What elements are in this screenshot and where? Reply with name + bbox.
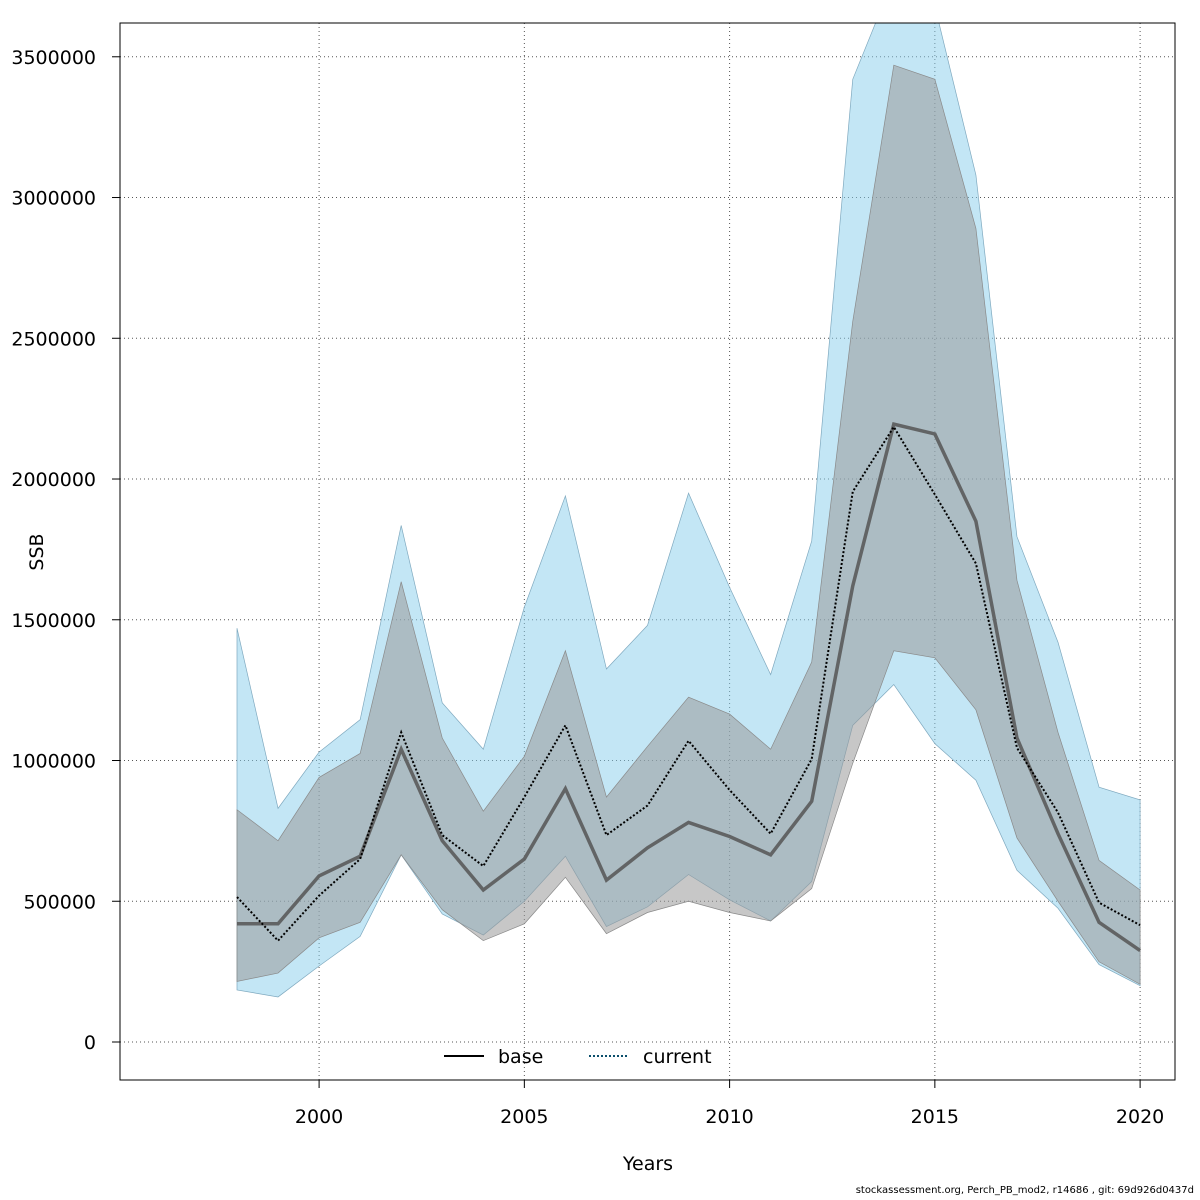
- y-tick-label-500000: 500000: [23, 891, 96, 913]
- y-tick-label-3000000: 3000000: [11, 188, 96, 210]
- line-current: [236, 425, 1141, 943]
- band-base: [236, 64, 1141, 985]
- x-axis: 2000 2005 2010 2015 2020: [295, 1080, 1164, 1128]
- x-tick-label-2015: 2015: [911, 1106, 959, 1128]
- y-tick-label-0: 0: [84, 1032, 96, 1054]
- legend: base current: [444, 1046, 712, 1068]
- x-tick-label-2000: 2000: [295, 1106, 343, 1128]
- y-axis: 0 500000 1000000 1500000 2000000 2500000 30000…: [11, 47, 120, 1054]
- y-axis-title: SSB: [26, 533, 48, 570]
- series-lines: [236, 422, 1142, 952]
- y-tick-label-2500000: 2500000: [11, 328, 96, 350]
- legend-label-base: base: [498, 1046, 543, 1068]
- y-tick-label-2000000: 2000000: [11, 469, 96, 491]
- y-tick-label-3500000: 3500000: [11, 47, 96, 69]
- footer-note: stockassessment.org, Perch_PB_mod2, r146…: [855, 1185, 1194, 1196]
- x-tick-label-2020: 2020: [1116, 1106, 1164, 1128]
- confidence-bands: [236, 23, 1141, 998]
- x-tick-label-2005: 2005: [500, 1106, 548, 1128]
- x-tick-label-2010: 2010: [705, 1106, 753, 1128]
- y-tick-label-1000000: 1000000: [11, 751, 96, 773]
- line-base: [236, 422, 1142, 952]
- y-tick-label-1500000: 1500000: [11, 610, 96, 632]
- x-axis-title: Years: [622, 1153, 673, 1175]
- legend-label-current: current: [643, 1046, 712, 1068]
- plot-frame: [119, 22, 1176, 1081]
